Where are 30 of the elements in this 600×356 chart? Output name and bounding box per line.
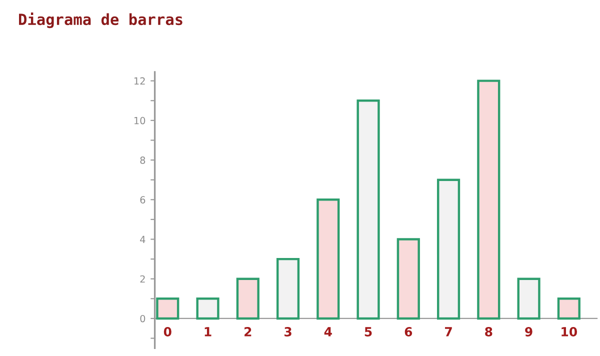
x-tick-label: 8 [485,327,492,336]
bar [356,100,380,320]
x-tick-label: 6 [404,327,412,336]
x-tick-label: 4 [324,327,332,336]
bar [557,298,580,320]
bar [436,178,460,320]
x-tick-label: 1 [204,327,212,336]
y-tick-label: 0 [140,314,146,322]
bar [517,278,540,320]
bar [236,278,260,320]
y-tick-label: 10 [134,116,146,124]
y-tick-label: 8 [140,156,146,164]
y-tick-label: 4 [140,236,146,243]
bar [196,298,220,320]
bar [396,238,420,320]
x-tick-label: 3 [284,327,292,336]
x-tick-label: 0 [164,327,172,336]
bar [276,258,300,320]
bar [477,80,500,320]
chart-title: Diagrama de barras [19,12,182,28]
y-tick-label: 2 [140,275,145,283]
y-tick-label: 6 [140,196,146,204]
x-tick-label: 5 [364,327,372,336]
x-tick-label: 7 [445,327,452,336]
x-tick-label: 9 [525,327,532,336]
bar [316,198,340,320]
bar [156,298,180,320]
x-tick-label: 2 [244,327,252,336]
y-tick-label: 12 [134,77,145,85]
x-tick-label: 10 [562,327,578,336]
